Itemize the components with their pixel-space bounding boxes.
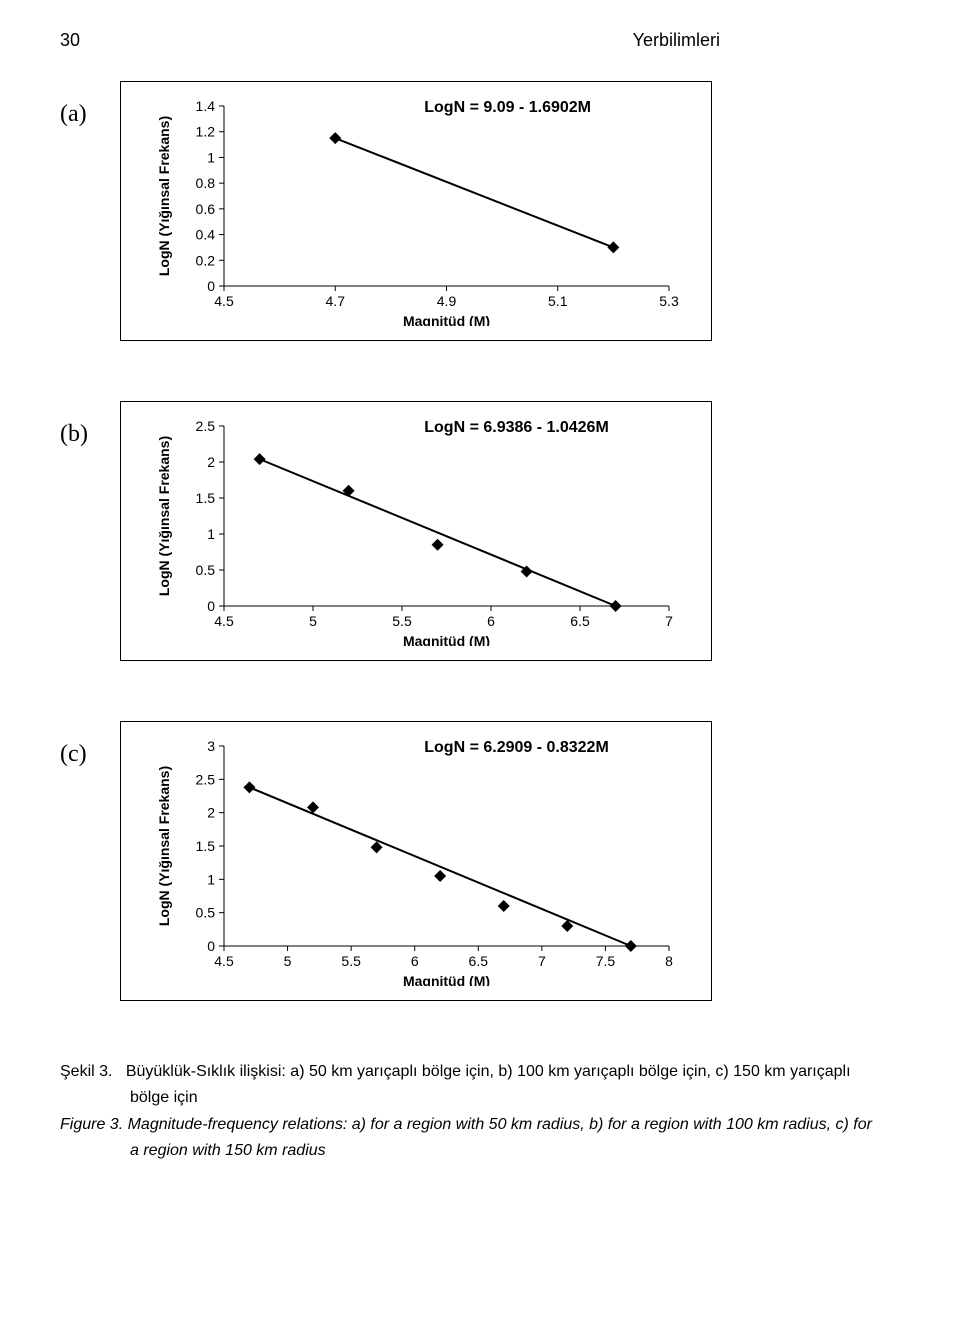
svg-text:LogN = 9.09 - 1.6902M: LogN = 9.09 - 1.6902M	[424, 99, 591, 116]
svg-text:1.2: 1.2	[196, 124, 216, 140]
svg-text:LogN (Yığınsal Frekans): LogN (Yığınsal Frekans)	[156, 116, 172, 276]
svg-text:2: 2	[207, 454, 215, 470]
chart-b-row: (b) 0 0.5 1 1.5 2 2.5 4.5 5 5.5 6 6.5 7 LogN (Yığıns…	[60, 401, 900, 661]
svg-text:LogN = 6.2909 - 0.8322M: LogN = 6.2909 - 0.8322M	[424, 739, 609, 756]
svg-text:3: 3	[207, 738, 215, 754]
svg-text:6: 6	[411, 953, 419, 969]
svg-text:0.5: 0.5	[196, 562, 216, 578]
chart-c-box: 0 0.5 1 1.5 2 2.5 3 4.5 5 5.5 6 6.5 7 7.5 8 LogN (Yığın…	[120, 721, 712, 1001]
svg-text:0.8: 0.8	[196, 175, 216, 191]
sekil-text: Büyüklük-Sıklık ilişkisi: a) 50 km yarıç…	[126, 1063, 851, 1080]
chart-a-row: (a) 0 0.2 0.4 0.6 0.8 1 1.2 1.4 4.5 4.7 4.9 5.1 5.3 L…	[60, 81, 900, 341]
svg-text:2.5: 2.5	[196, 418, 216, 434]
svg-text:Magnitüd (M): Magnitüd (M)	[403, 313, 490, 326]
svg-text:LogN = 6.9386 - 1.0426M: LogN = 6.9386 - 1.0426M	[424, 419, 609, 436]
svg-text:5.5: 5.5	[392, 613, 412, 629]
svg-text:1.5: 1.5	[196, 838, 216, 854]
svg-text:0.5: 0.5	[196, 905, 216, 921]
svg-text:1.5: 1.5	[196, 490, 216, 506]
chart-c: 0 0.5 1 1.5 2 2.5 3 4.5 5 5.5 6 6.5 7 7.5 8 LogN (Yığın…	[129, 736, 689, 986]
chart-c-row: (c) 0 0.5 1 1.5 2 2.5 3 4.5 5 5.5 6 6.5 7 7.5 8 LogN (Y…	[60, 721, 900, 1001]
chart-a-box: 0 0.2 0.4 0.6 0.8 1 1.2 1.4 4.5 4.7 4.9 5.1 5.3 LogN …	[120, 81, 712, 341]
svg-text:4.5: 4.5	[214, 293, 234, 309]
page-number: 30	[60, 30, 80, 51]
svg-text:6.5: 6.5	[570, 613, 590, 629]
svg-text:0.2: 0.2	[196, 252, 216, 268]
svg-text:Magnitüd (M): Magnitüd (M)	[403, 633, 490, 646]
svg-text:1: 1	[207, 871, 215, 887]
chart-b: 0 0.5 1 1.5 2 2.5 4.5 5 5.5 6 6.5 7 LogN (Yığınsal F…	[129, 416, 689, 646]
figure-text: Magnitude-frequency relations: a) for a …	[128, 1116, 872, 1133]
svg-text:0: 0	[207, 598, 215, 614]
svg-text:2: 2	[207, 805, 215, 821]
svg-text:LogN (Yığınsal Frekans): LogN (Yığınsal Frekans)	[156, 436, 172, 596]
svg-text:5.3: 5.3	[659, 293, 679, 309]
svg-text:7.5: 7.5	[596, 953, 616, 969]
svg-text:0: 0	[207, 938, 215, 954]
chart-b-box: 0 0.5 1 1.5 2 2.5 4.5 5 5.5 6 6.5 7 LogN (Yığınsal F…	[120, 401, 712, 661]
sekil-label: Şekil 3.	[60, 1063, 112, 1080]
panel-label-b: (b)	[60, 421, 120, 448]
panel-label-c: (c)	[60, 741, 120, 768]
svg-text:4.7: 4.7	[326, 293, 346, 309]
svg-text:1: 1	[207, 149, 215, 165]
svg-text:5: 5	[309, 613, 317, 629]
svg-text:1.4: 1.4	[196, 98, 216, 114]
svg-text:LogN (Yığınsal Frekans): LogN (Yığınsal Frekans)	[156, 766, 172, 926]
svg-text:6.5: 6.5	[469, 953, 489, 969]
svg-text:4.5: 4.5	[214, 613, 234, 629]
panel-label-a: (a)	[60, 101, 120, 128]
svg-text:0: 0	[207, 278, 215, 294]
svg-text:7: 7	[665, 613, 673, 629]
svg-text:7: 7	[538, 953, 546, 969]
svg-text:0.4: 0.4	[196, 227, 216, 243]
page-header: 30 Yerbilimleri	[60, 30, 900, 51]
svg-text:8: 8	[665, 953, 673, 969]
figure-label: Figure 3.	[60, 1116, 123, 1133]
svg-text:2.5: 2.5	[196, 771, 216, 787]
svg-text:5.5: 5.5	[341, 953, 361, 969]
svg-text:4.9: 4.9	[437, 293, 457, 309]
chart-a: 0 0.2 0.4 0.6 0.8 1 1.2 1.4 4.5 4.7 4.9 5.1 5.3 LogN …	[129, 96, 689, 326]
svg-text:0.6: 0.6	[196, 201, 216, 217]
journal-title: Yerbilimleri	[633, 30, 720, 51]
svg-text:6: 6	[487, 613, 495, 629]
svg-text:5.1: 5.1	[548, 293, 568, 309]
sekil-text2: bölge için	[60, 1087, 900, 1109]
svg-text:4.5: 4.5	[214, 953, 234, 969]
svg-text:1: 1	[207, 526, 215, 542]
figure-caption: Şekil 3. Büyüklük-Sıklık ilişkisi: a) 50…	[60, 1061, 900, 1163]
figure-text2: a region with 150 km radius	[60, 1140, 900, 1162]
svg-text:Magnitüd (M): Magnitüd (M)	[403, 973, 490, 986]
svg-text:5: 5	[284, 953, 292, 969]
